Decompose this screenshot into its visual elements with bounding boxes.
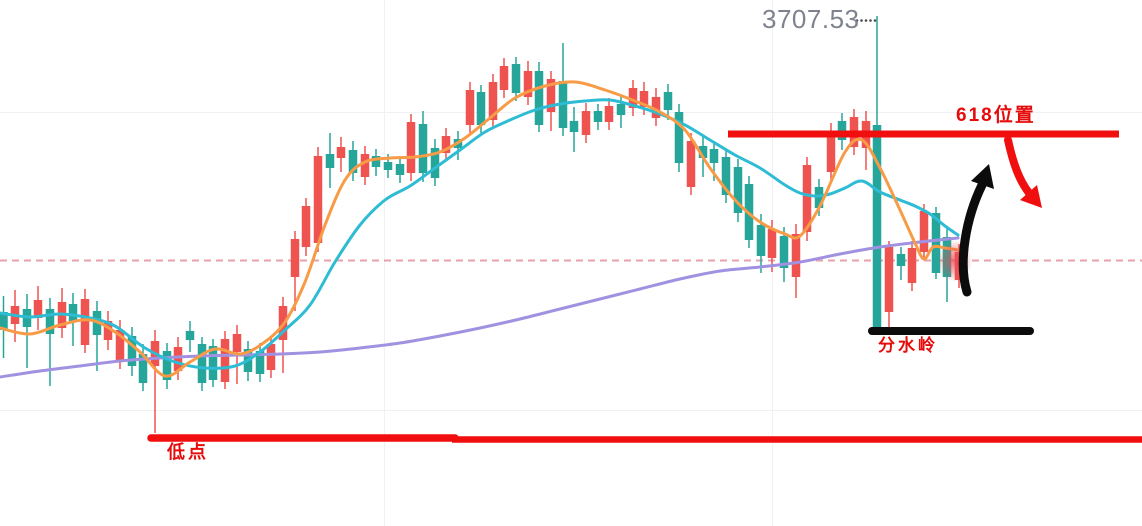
candle-body xyxy=(907,248,917,283)
candle-body xyxy=(872,125,882,328)
candle-body xyxy=(301,206,311,247)
candle-body xyxy=(628,88,638,108)
candle-body xyxy=(884,247,894,312)
candle-body xyxy=(616,104,626,115)
black-up-arrow[interactable] xyxy=(958,164,994,297)
candle-body xyxy=(581,111,591,135)
candle-body xyxy=(266,344,276,370)
candle-body xyxy=(197,344,207,383)
candle-body xyxy=(791,234,801,277)
candle-body xyxy=(80,299,90,345)
candle-body xyxy=(371,156,381,167)
candle-body xyxy=(45,309,55,334)
candle-body xyxy=(336,147,346,158)
candle-body xyxy=(733,167,743,213)
candle-body xyxy=(0,312,8,330)
candle-body xyxy=(325,154,335,168)
candle-body xyxy=(33,300,43,318)
candle-body xyxy=(604,106,614,122)
candle-body xyxy=(220,339,230,382)
ma-mid-line xyxy=(0,98,960,370)
candle-body xyxy=(534,71,544,125)
candle-body xyxy=(173,347,183,371)
candle-body xyxy=(476,92,486,125)
candle-body xyxy=(721,157,731,195)
candle-body xyxy=(115,330,125,360)
candle-body xyxy=(802,165,812,232)
candle-body xyxy=(826,131,836,172)
ma-fast-line xyxy=(0,80,960,378)
candle-body xyxy=(919,211,929,252)
candle-body xyxy=(639,91,649,107)
candle-body xyxy=(348,150,358,173)
red-down-arrow[interactable] xyxy=(1004,136,1042,208)
candle-body xyxy=(162,351,172,380)
candle-body xyxy=(546,79,556,112)
candle-body xyxy=(674,112,684,163)
candle-body xyxy=(138,354,148,383)
candle-body xyxy=(395,164,405,175)
candle-body xyxy=(896,254,906,266)
candle-body xyxy=(383,162,393,170)
candle-body xyxy=(208,346,218,380)
candle-body xyxy=(465,90,475,125)
price-label[interactable]: 3707.53 xyxy=(762,4,860,34)
candle-body xyxy=(406,122,416,173)
candle-body xyxy=(569,121,579,132)
candle-body xyxy=(511,64,521,93)
candle-body xyxy=(814,187,824,208)
candle-body xyxy=(232,334,242,352)
candle-body xyxy=(698,146,708,158)
low-point-label[interactable]: 低点 xyxy=(167,442,209,462)
candle-body xyxy=(103,321,113,340)
candle-body xyxy=(430,148,440,178)
candle-body xyxy=(255,351,265,374)
candle-body xyxy=(290,239,300,277)
candle-body xyxy=(488,82,498,120)
candle-body xyxy=(523,71,533,97)
candle-body xyxy=(499,66,509,90)
candle-body xyxy=(127,336,137,366)
candle-body xyxy=(931,213,941,273)
candle-body xyxy=(779,236,789,268)
candle-body xyxy=(651,97,661,118)
candle-body xyxy=(756,225,766,256)
candle-body xyxy=(418,124,428,173)
candle-body xyxy=(709,149,719,163)
price-label-dots xyxy=(855,19,877,22)
fib-618-label[interactable]: 618位置 xyxy=(956,105,1036,126)
candle-body xyxy=(185,331,195,340)
watershed-label[interactable]: 分水岭 xyxy=(878,336,938,355)
candle-body xyxy=(686,141,696,187)
candle-body xyxy=(313,156,323,243)
candle-body xyxy=(441,136,451,153)
candle-body xyxy=(663,92,673,110)
candle-body xyxy=(593,111,603,122)
ma-slow-line xyxy=(0,236,960,379)
candle-body xyxy=(68,304,78,321)
candle-body xyxy=(767,229,777,258)
candle-body xyxy=(360,154,370,177)
